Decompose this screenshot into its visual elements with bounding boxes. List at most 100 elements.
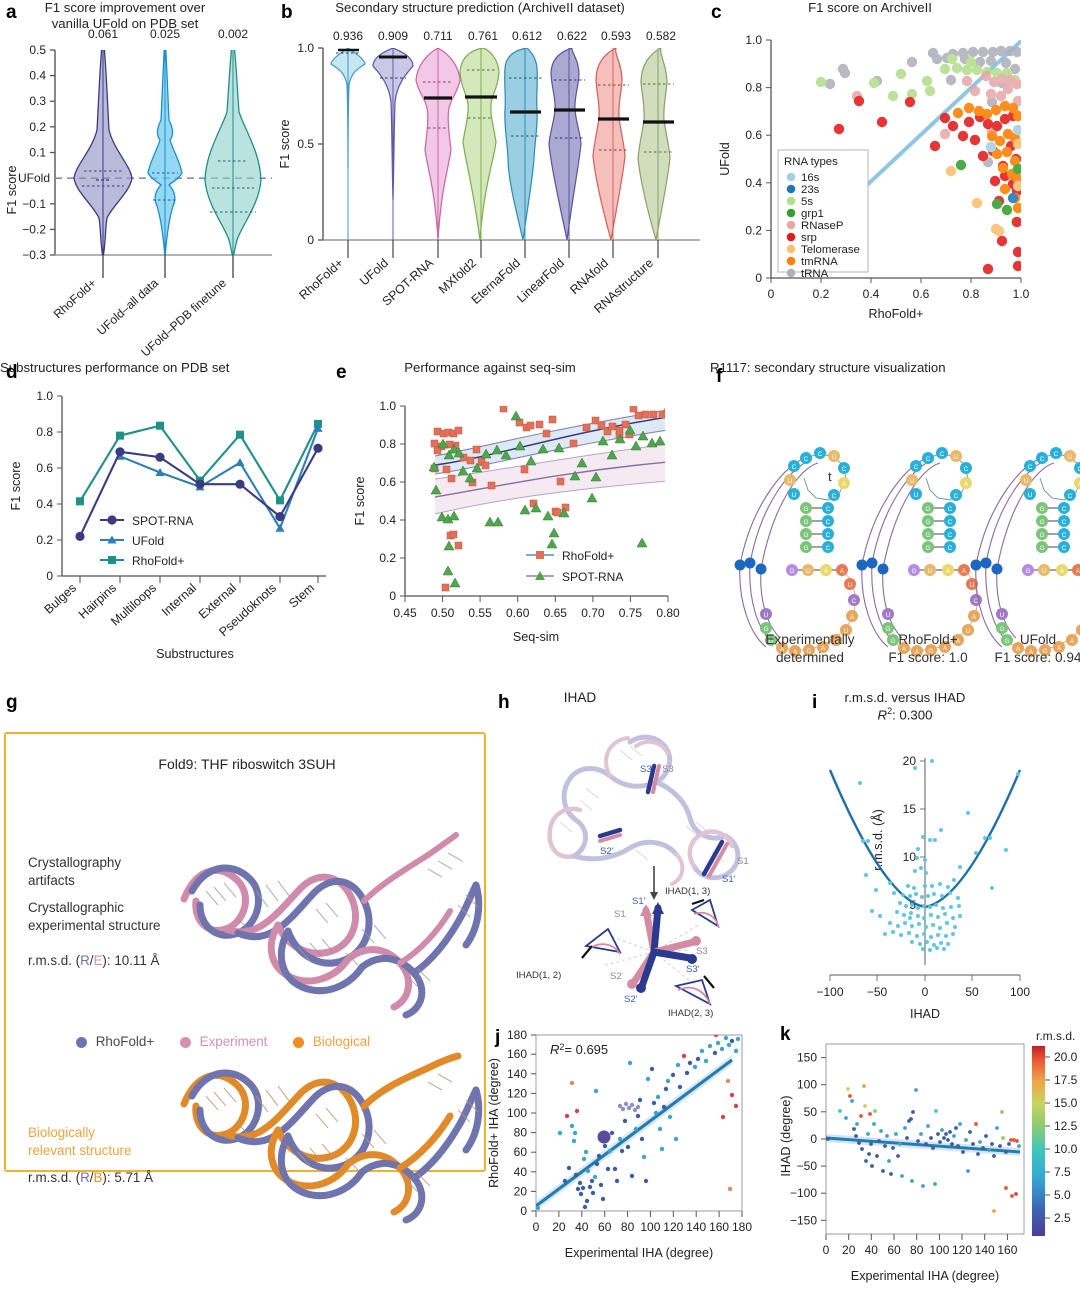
- panel-j: j R2= 0.695 0 20 40 60 80 100 120 140 16…: [480, 1015, 780, 1295]
- panel-g-rmsd-top-suffix: ): 10.11 Å: [102, 953, 159, 968]
- panel-a-letter: a: [6, 2, 17, 24]
- panel-f-caption-2-line2: F1 score: 0.94: [995, 650, 1080, 665]
- legend-dot-rhofold-icon: [76, 1037, 87, 1048]
- panel-a-violins: [74, 35, 261, 260]
- panel-j-x-ticks: 0 20 40 60 80 100 120 140 160 180: [533, 1211, 753, 1234]
- panel-e-letter: e: [336, 362, 347, 384]
- panel-e-title: Performance against seq-sim: [330, 360, 650, 376]
- panel-h-label-ihad12: IHAD(1, 2): [516, 970, 561, 981]
- panel-c-legend-label-5: srp: [801, 232, 817, 244]
- panel-d-ytick-0: 1.0: [36, 389, 53, 403]
- panel-d-xtick-6: Stem: [286, 581, 317, 611]
- panel-j-xtick-4: 80: [621, 1220, 635, 1234]
- panel-b-xtick-6: RNAfold: [567, 256, 611, 297]
- panel-k-ytick-4: −50: [797, 1159, 818, 1173]
- panel-e-xtick-1: 0.50: [431, 606, 455, 620]
- panel-d-legend-label-2: RhoFold+: [132, 554, 184, 568]
- panel-c-legend-label-0: 16s: [801, 172, 820, 184]
- panel-a-ytick-2: 0.3: [29, 94, 46, 108]
- panel-c-ylabel: UFold: [718, 142, 732, 176]
- panel-d-xlabel: Substructures: [156, 647, 234, 661]
- panel-i-ytick-0: 20: [903, 754, 917, 768]
- structure-ufold: [971, 447, 1080, 657]
- panel-d-series-spot-rna: [75, 444, 322, 541]
- panel-c-xtick-1: 0.2: [813, 287, 830, 301]
- panel-b: b Secondary structure prediction (Archiv…: [275, 0, 705, 330]
- legend-d-ufold: UFold: [100, 534, 164, 548]
- panel-h-title: IHAD: [490, 690, 670, 707]
- panel-a-annot-0: 0.061: [88, 27, 118, 41]
- panel-b-violins: [331, 48, 674, 245]
- panel-c-legend-label-2: 5s: [801, 196, 813, 208]
- panel-d-ytick-3: 0.4: [36, 497, 53, 511]
- panel-f-letter: f: [716, 366, 722, 388]
- panel-j-ytick-8: 160: [507, 1047, 527, 1061]
- panel-c-letter: c: [711, 2, 722, 24]
- panel-j-ytick-9: 180: [507, 1028, 527, 1042]
- panel-g-title: Fold9: THF riboswitch 3SUH: [6, 756, 488, 773]
- panel-i-title: r.m.s.d. versus IHAD R2: 0.300: [790, 690, 1020, 724]
- panel-e-ytick-0: 1.0: [379, 399, 396, 413]
- panel-c-ytick-0: 0: [755, 271, 762, 285]
- panel-j-xtick-5: 100: [640, 1220, 660, 1234]
- panel-a: a F1 score improvement over vanilla UFol…: [0, 0, 275, 330]
- panel-a-ytick-8: −0.3: [22, 248, 46, 262]
- panel-d-ylabel: F1 score: [9, 462, 23, 511]
- panel-d-ytick-5: 0: [46, 569, 53, 583]
- violin-b-linearfold: [549, 48, 585, 245]
- panel-b-xtick-0: RhoFold+: [296, 256, 346, 303]
- panel-c-ytick-5: 1.0: [745, 33, 762, 47]
- panel-i-r2-symbol: R: [878, 707, 888, 722]
- panel-d-legend-label-1: UFold: [132, 534, 164, 548]
- panel-a-ytick-3: 0.2: [29, 120, 46, 134]
- panel-c-legend: RNA types 16s 23s 5s grp1 RNaseP srp Tel…: [778, 150, 868, 280]
- panel-e-ytick-3: 0.4: [379, 513, 396, 527]
- panel-k-cbtick-0: 20.0: [1054, 1050, 1078, 1064]
- panel-i-ytick-2: 10: [903, 850, 917, 864]
- panel-f-caption-1-line2: F1 score: 1.0: [888, 650, 968, 665]
- panel-j-plot: R2= 0.695 0 20 40 60 80 100 120 140 160 …: [480, 1021, 780, 1291]
- violin-b-rnafold: [593, 48, 629, 245]
- legend-d-rhofold-plus: RhoFold+: [100, 554, 184, 568]
- panel-b-annot-3: 0.761: [468, 29, 498, 43]
- panel-k-ytick-6: −150: [790, 1213, 817, 1227]
- panel-j-ytick-7: 140: [507, 1067, 527, 1081]
- panel-k-xtick-3: 60: [887, 1243, 901, 1257]
- panel-c-ytick-3: 0.6: [745, 128, 762, 142]
- panel-h-down-arrow-icon: [650, 892, 658, 900]
- panel-k-ytick-1: 100: [797, 1078, 817, 1092]
- panel-h-label-S3: S3: [662, 764, 674, 775]
- violin-b-mxfold2: [460, 48, 499, 245]
- violin-rhofold-plus: [74, 35, 132, 258]
- panel-i-xtick-0: −100: [816, 985, 843, 999]
- panel-k-cbtick-5: 7.5: [1054, 1165, 1071, 1179]
- panel-k-y-ticks: 150 100 50 0 −50 −100 −150: [790, 1051, 826, 1228]
- panel-g-rmsd-top-R: R: [80, 953, 90, 968]
- panel-k-plot: 150 100 50 0 −50 −100 −150 IHAD (degree)…: [780, 1016, 1080, 1296]
- panel-b-annot-5: 0.622: [557, 29, 587, 43]
- panel-f-marker-t: t: [828, 469, 832, 484]
- panel-h-label-S1p: S1': [722, 874, 736, 885]
- panel-j-xtick-1: 20: [552, 1220, 566, 1234]
- panel-b-xtick-1: UFold: [357, 256, 391, 289]
- panel-a-title-line2: vanilla UFold on PDB set: [0, 16, 250, 32]
- legend-e-rhofold-plus: RhoFold+: [526, 549, 614, 563]
- violin-b-eternafold: [505, 48, 542, 245]
- panel-e-xtick-7: 0.80: [656, 606, 680, 620]
- panel-c-xtick-2: 0.4: [863, 287, 880, 301]
- panel-h-label-S2p: S2': [600, 846, 614, 857]
- panel-f-caption-0-line2: determined: [776, 650, 844, 665]
- panel-d-xtick-3: Internal: [159, 581, 199, 619]
- panel-c-ytick-1: 0.2: [745, 223, 762, 237]
- panel-g-rmsd-bot-R: R: [80, 1170, 90, 1185]
- panel-f-structures: C C U C A C C U U G C G C G C G: [710, 394, 1080, 684]
- panel-h: h IHAD: [490, 690, 790, 1020]
- panel-c-legend-title: RNA types: [784, 156, 838, 168]
- panel-k-cbtick-2: 15.0: [1054, 1096, 1078, 1110]
- panel-k-xtick-1: 20: [842, 1243, 856, 1257]
- panel-d-series-rhofold-plus: [76, 420, 322, 505]
- panel-h-label-ihad13: IHAD(1, 3): [665, 886, 710, 897]
- panel-a-title-line1: F1 score improvement over: [0, 0, 250, 16]
- panel-d-plot: 1.0 0.8 0.6 0.4 0.2 0 F1 score: [0, 386, 330, 686]
- panel-a-xtick-1: UFold–all data: [94, 276, 161, 338]
